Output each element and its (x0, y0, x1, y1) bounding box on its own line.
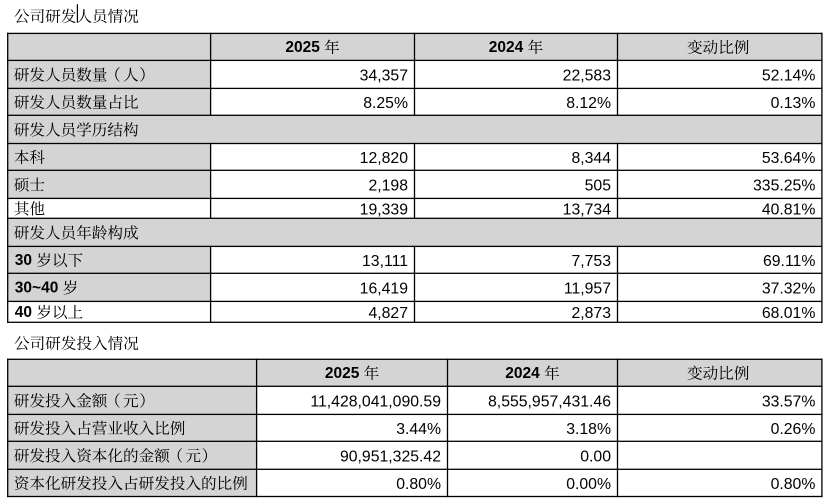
svg-text:0.80%: 0.80% (396, 476, 441, 493)
svg-text:19,339: 19,339 (360, 201, 409, 218)
svg-text:30~40: 30~40 (15, 280, 59, 297)
svg-text:8,555,957,431.46: 8,555,957,431.46 (488, 393, 611, 410)
svg-text:53.64%: 53.64% (762, 150, 816, 167)
svg-text:90,951,325.42: 90,951,325.42 (340, 448, 441, 465)
svg-text:11,957: 11,957 (564, 280, 611, 297)
svg-text:30: 30 (15, 252, 32, 269)
svg-text:0.80%: 0.80% (771, 476, 816, 493)
svg-text:16,419: 16,419 (360, 280, 409, 297)
svg-text:2024: 2024 (489, 39, 524, 56)
svg-text:11,428,041,090.59: 11,428,041,090.59 (310, 393, 441, 410)
svg-text:505: 505 (585, 177, 612, 194)
svg-text:52.14%: 52.14% (762, 67, 816, 84)
svg-text:3.18%: 3.18% (566, 421, 611, 438)
svg-text:0.26%: 0.26% (771, 421, 816, 438)
svg-text:3.44%: 3.44% (396, 421, 441, 438)
svg-text:2,198: 2,198 (368, 177, 408, 194)
svg-text:8.12%: 8.12% (566, 95, 611, 112)
svg-text:40.81%: 40.81% (762, 201, 816, 218)
svg-text:13,111: 13,111 (362, 253, 408, 270)
svg-text:7,753: 7,753 (571, 253, 611, 270)
svg-text:2025: 2025 (325, 365, 360, 382)
svg-text:4,827: 4,827 (368, 305, 408, 322)
svg-text:0.00: 0.00 (580, 448, 611, 465)
svg-text:335.25%: 335.25% (753, 177, 815, 194)
svg-text:2024: 2024 (505, 365, 540, 382)
svg-text:33.57%: 33.57% (762, 393, 816, 410)
svg-text:8.25%: 8.25% (363, 95, 408, 112)
svg-text:0.13%: 0.13% (771, 95, 816, 112)
svg-text:34,357: 34,357 (360, 67, 408, 84)
svg-text:37.32%: 37.32% (762, 280, 816, 297)
svg-text:2025: 2025 (285, 39, 320, 56)
svg-text:69.11%: 69.11% (763, 253, 815, 270)
svg-text:12,820: 12,820 (360, 150, 409, 167)
svg-text:13,734: 13,734 (563, 201, 612, 218)
svg-text:40: 40 (15, 304, 32, 321)
svg-text:0.00%: 0.00% (566, 476, 611, 493)
svg-text:68.01%: 68.01% (762, 305, 816, 322)
svg-text:8,344: 8,344 (571, 150, 611, 167)
svg-text:22,583: 22,583 (563, 67, 612, 84)
svg-text:2,873: 2,873 (571, 305, 611, 322)
